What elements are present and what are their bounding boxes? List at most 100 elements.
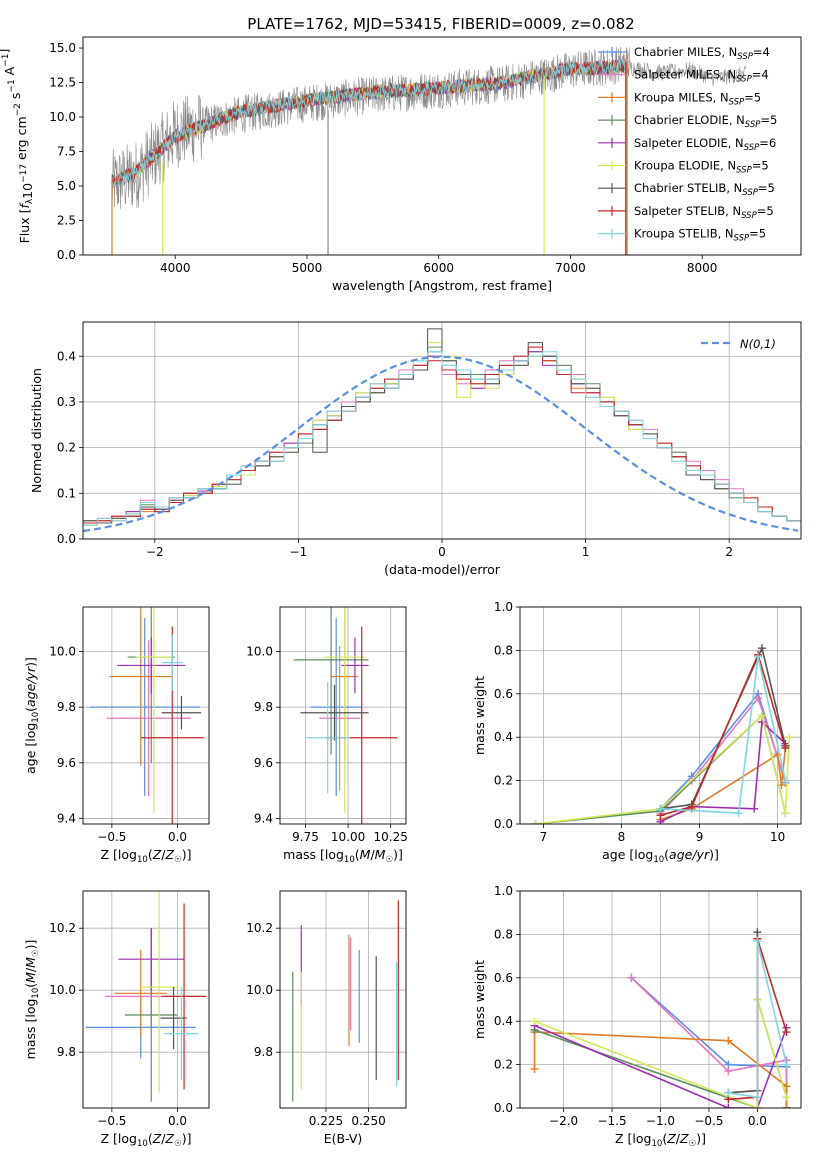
y-tick-label: 12.5	[49, 76, 76, 90]
y-tick-label: 0.4	[494, 1014, 513, 1028]
weight-marker	[781, 744, 790, 753]
x-tick-label: 4000	[160, 261, 191, 275]
x-axis-label: wavelength [Angstrom, rest frame]	[332, 278, 552, 293]
weight-marker	[782, 1093, 791, 1102]
x-tick-label: 7	[540, 830, 548, 844]
histogram-series	[83, 351, 801, 529]
y-tick-label: 0.2	[57, 441, 76, 455]
x-tick-label: 9.75	[292, 830, 319, 844]
legend-label: Salpeter ELODIE, NSSP=6	[634, 136, 776, 153]
model-fit	[111, 58, 629, 189]
x-tick-label: 0.225	[309, 1114, 343, 1128]
x-tick-label: −0.5	[97, 1114, 126, 1128]
weight-series	[659, 696, 787, 814]
x-tick-label: 10.25	[373, 830, 407, 844]
y-tick-label: 0.0	[494, 817, 513, 831]
y-tick-label: 10.0	[49, 983, 76, 997]
x-tick-label: −1	[290, 545, 308, 559]
observed-spectrum-tail	[629, 60, 746, 86]
weight-marker	[782, 1104, 791, 1108]
normal-curve	[83, 355, 799, 533]
y-tick-label: 1.0	[494, 600, 513, 614]
y-tick-label: 9.8	[57, 700, 76, 714]
weight-series	[660, 747, 787, 821]
y-tick-label: 9.8	[254, 700, 273, 714]
y-tick-label: 0.3	[57, 395, 76, 409]
legend-label: Kroupa ELODIE, NSSP=5	[634, 159, 769, 176]
plot-area	[292, 900, 399, 1102]
axes-frame	[82, 890, 210, 1109]
y-tick-label: 9.8	[57, 1045, 76, 1059]
x-tick-label: −1.0	[646, 1114, 675, 1128]
x-tick-label: −2.0	[549, 1114, 578, 1128]
x-tick-label: 0	[438, 545, 446, 559]
x-tick-label: 0.250	[351, 1114, 385, 1128]
weight-series	[534, 1024, 788, 1108]
plot-area	[531, 644, 794, 824]
y-tick-label: 0.6	[494, 971, 513, 985]
x-axis-label: Z [log10(Z/Z☉)]	[101, 1131, 192, 1149]
y-tick-label: 7.5	[57, 145, 76, 159]
y-tick-label: 9.8	[254, 1045, 273, 1059]
y-tick-label: 0.8	[494, 927, 513, 941]
y-tick-label: 0.1	[57, 486, 76, 500]
weight-marker	[757, 711, 766, 720]
weight-marker	[724, 1067, 733, 1076]
panel-age_vs_Z: −0.5 0.0 9.4 9.6 9.8 10.0 Z [log10(Z/Z☉)] age […	[23, 606, 210, 865]
y-tick-label: 0.0	[57, 248, 76, 262]
weight-marker	[782, 1060, 791, 1069]
axes-frame	[519, 606, 802, 825]
axes-frame	[279, 890, 407, 1109]
panel-mass_vs_EBV: 0.225 0.250 9.8 10.0 10.2 E(B-V)	[246, 890, 407, 1146]
weight-marker	[785, 733, 794, 742]
x-tick-label: −2	[146, 545, 164, 559]
y-axis-label: Flux [fλ10−17 erg cm−2 s−1 A−1]	[0, 49, 35, 244]
y-tick-label: 0.2	[494, 1058, 513, 1072]
weight-marker	[627, 973, 636, 982]
legend-label: Chabrier MILES, NSSP=4	[634, 45, 770, 62]
weight-marker	[750, 804, 759, 813]
weight-marker	[530, 1017, 539, 1026]
weight-marker	[531, 820, 540, 824]
x-tick-label: 8	[618, 830, 626, 844]
y-tick-label: 9.6	[254, 756, 273, 770]
weight-marker	[754, 652, 763, 661]
plot-area	[293, 607, 398, 824]
y-tick-label: 2.5	[57, 214, 76, 228]
panel-mass_vs_Z: −0.5 0.0 9.8 10.0 10.2 Z [log10(Z/Z☉)] mass [l…	[23, 890, 210, 1149]
legend-label: Salpeter STELIB, NSSP=5	[634, 204, 774, 221]
y-axis-label: age [log10(age/yr)]	[23, 657, 41, 774]
x-tick-label: 0.0	[168, 1114, 187, 1128]
x-axis-label: Z [log10(Z/Z☉)]	[101, 847, 192, 865]
y-tick-label: 9.4	[254, 811, 273, 825]
y-tick-label: 5.0	[57, 179, 76, 193]
y-axis-label: mass [log10(M/M☉)]	[23, 940, 41, 1060]
x-tick-label: 6000	[423, 261, 454, 275]
y-tick-label: 10.0	[246, 645, 273, 659]
figure-title: PLATE=1762, MJD=53415, FIBERID=0009, z=0…	[247, 15, 634, 33]
panel-spectrum: 4000 5000 6000 7000 8000 0.0 2.5 5.0 7.5 10.0 12.5…	[0, 36, 802, 293]
axes-frame	[82, 321, 802, 540]
y-tick-label: 0.4	[494, 730, 513, 744]
plot-area	[85, 891, 207, 1102]
y-tick-label: 9.4	[57, 811, 76, 825]
y-tick-label: 10.0	[49, 645, 76, 659]
x-tick-label: −0.5	[97, 830, 126, 844]
y-axis-label: mass weight	[472, 676, 487, 755]
x-tick-label: 10	[770, 830, 785, 844]
panel-age_vs_mass: 9.75 10.00 10.25 9.4 9.6 9.8 10.0 mass [log10(M…	[246, 606, 408, 865]
x-tick-label: 10.00	[331, 830, 365, 844]
weight-series	[660, 652, 787, 817]
histogram-series	[83, 355, 801, 526]
y-tick-label: 0.2	[494, 774, 513, 788]
y-tick-label: 15.0	[49, 41, 76, 55]
x-tick-label: 2	[725, 545, 733, 559]
weight-marker	[753, 1093, 762, 1102]
x-tick-label: 1	[582, 545, 590, 559]
axes-frame	[279, 606, 407, 825]
legend: Chabrier MILES, NSSP=4 Salpeter MILES, NS…	[598, 45, 777, 244]
x-axis-label: age [log10(age/yr)]	[602, 847, 719, 865]
x-axis-label: Z [log10(Z/Z☉)]	[615, 1131, 706, 1149]
weight-marker	[724, 1088, 733, 1097]
x-tick-label: −0.5	[694, 1114, 723, 1128]
